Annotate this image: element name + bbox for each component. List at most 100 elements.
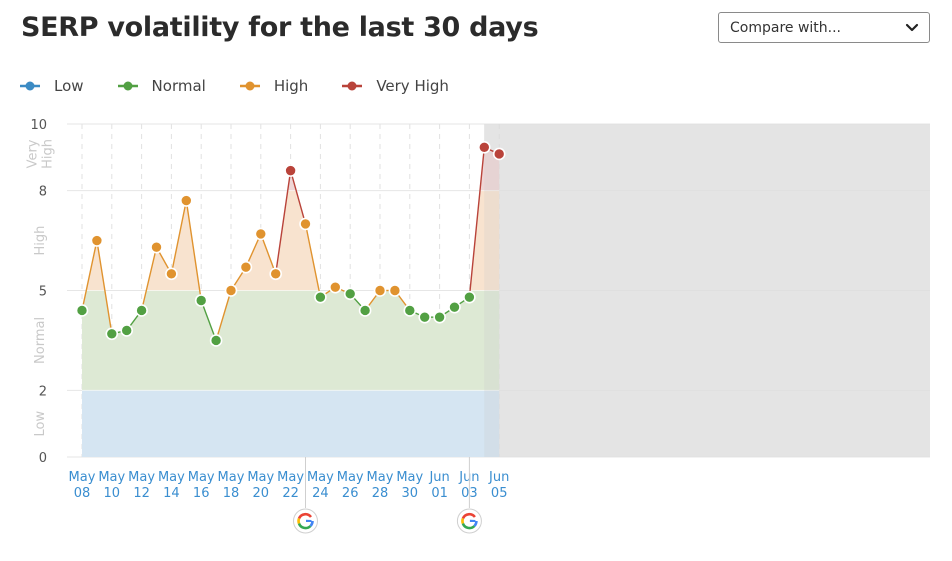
series-segment [96, 240, 113, 334]
series-segment [275, 170, 292, 274]
data-point [254, 227, 268, 241]
x-tick-label: 26 [342, 486, 359, 501]
band-axis-label: Normal [33, 317, 48, 364]
series-segment [304, 223, 322, 298]
y-tick-label: 0 [39, 451, 47, 466]
data-point [90, 234, 104, 247]
legend-label-low: Low [54, 77, 84, 95]
legend-marker-normal [117, 81, 138, 91]
google-g-bar [469, 519, 476, 522]
google-g-red [297, 512, 313, 520]
data-point [477, 141, 491, 154]
legend-item-low[interactable]: Low [20, 77, 84, 95]
x-tick-label: 22 [282, 486, 299, 501]
google-icon-bg [456, 508, 482, 534]
band-axis-label-text: Low [33, 411, 48, 437]
x-tick-label: 14 [163, 486, 180, 501]
google-update-icon [293, 508, 318, 534]
x-tick-label: 16 [193, 486, 210, 501]
legend-label-very-high: Very High [376, 77, 449, 95]
y-tick-label: 10 [30, 118, 47, 133]
data-point [239, 260, 253, 274]
data-point [165, 267, 178, 281]
legend-label-normal: Normal [151, 77, 206, 95]
band-axis-label-text: High [41, 139, 56, 169]
series-segment [468, 147, 485, 298]
series-segment [260, 233, 277, 275]
legend-marker-high [239, 81, 260, 91]
series-segment [140, 247, 158, 311]
google-icon-bg [293, 508, 318, 534]
x-tick-label: May [69, 470, 96, 485]
x-tick-label: May [337, 470, 364, 485]
x-tick-label: May [98, 470, 125, 485]
y-tick-label: 5 [39, 285, 47, 300]
data-point [418, 310, 432, 324]
x-tick-label: Jun [488, 470, 509, 485]
band-low [82, 390, 500, 457]
google-update-icon [456, 508, 482, 534]
data-point [299, 217, 312, 231]
data-point [403, 304, 417, 317]
google-g-bar [306, 519, 312, 522]
data-point [343, 287, 357, 301]
y-tick-label: 8 [39, 185, 47, 200]
x-tick-label: May [307, 470, 334, 485]
series-segment [170, 200, 187, 274]
x-tick-label: May [367, 470, 394, 485]
compare-with-label: Compare with... [730, 19, 842, 36]
band-axis-label-text: Normal [33, 317, 48, 364]
data-point [105, 327, 119, 341]
band-axis-label: High [33, 226, 48, 256]
x-tick-label: 18 [223, 486, 240, 501]
x-tick-label: 30 [402, 486, 419, 501]
data-point [373, 284, 387, 297]
google-g-green [297, 522, 312, 530]
y-tick-label: 2 [39, 384, 47, 399]
x-tick-label: May [396, 470, 423, 485]
data-point [284, 164, 297, 177]
legend-item-high[interactable]: High [239, 77, 308, 95]
x-tick-label: Jun [428, 470, 449, 485]
data-point [150, 240, 163, 254]
google-g-blue [473, 520, 478, 527]
x-tick-label: 08 [74, 486, 91, 501]
data-point [492, 147, 506, 161]
data-point [120, 324, 133, 337]
x-tick-label: 01 [431, 486, 448, 501]
legend-item-very-high[interactable]: Very High [342, 77, 449, 95]
x-tick-label: 12 [133, 486, 150, 501]
data-point [209, 334, 223, 347]
band-axis-label-text: High [33, 226, 48, 256]
data-point [180, 194, 193, 207]
series-segment [200, 300, 217, 341]
data-point [75, 304, 89, 317]
series-segment [215, 290, 232, 341]
google-g-blue [309, 520, 314, 527]
data-point [224, 284, 238, 297]
compare-with-dropdown[interactable]: Compare with... [718, 12, 930, 43]
legend-marker-very-high [342, 81, 363, 91]
x-tick-label: May [277, 470, 304, 485]
band-axis-label: Low [33, 411, 48, 437]
data-point [433, 310, 446, 324]
google-g-green [461, 522, 476, 530]
x-tick-label: 28 [372, 486, 389, 501]
data-point [388, 284, 402, 297]
data-point [463, 290, 476, 304]
data-point [328, 280, 342, 294]
highlight-overlay [484, 124, 930, 457]
data-point [448, 300, 461, 314]
series-segment [289, 170, 307, 225]
page-title: SERP volatility for the last 30 days [21, 12, 539, 43]
data-point [358, 304, 372, 317]
x-tick-label: 10 [104, 486, 121, 501]
x-tick-label: May [188, 470, 215, 485]
x-tick-label: May [218, 470, 245, 485]
legend-item-normal[interactable]: Normal [117, 77, 206, 95]
google-g-red [461, 512, 476, 520]
x-tick-label: 24 [312, 486, 329, 501]
data-point [314, 290, 327, 304]
data-point [194, 294, 208, 307]
